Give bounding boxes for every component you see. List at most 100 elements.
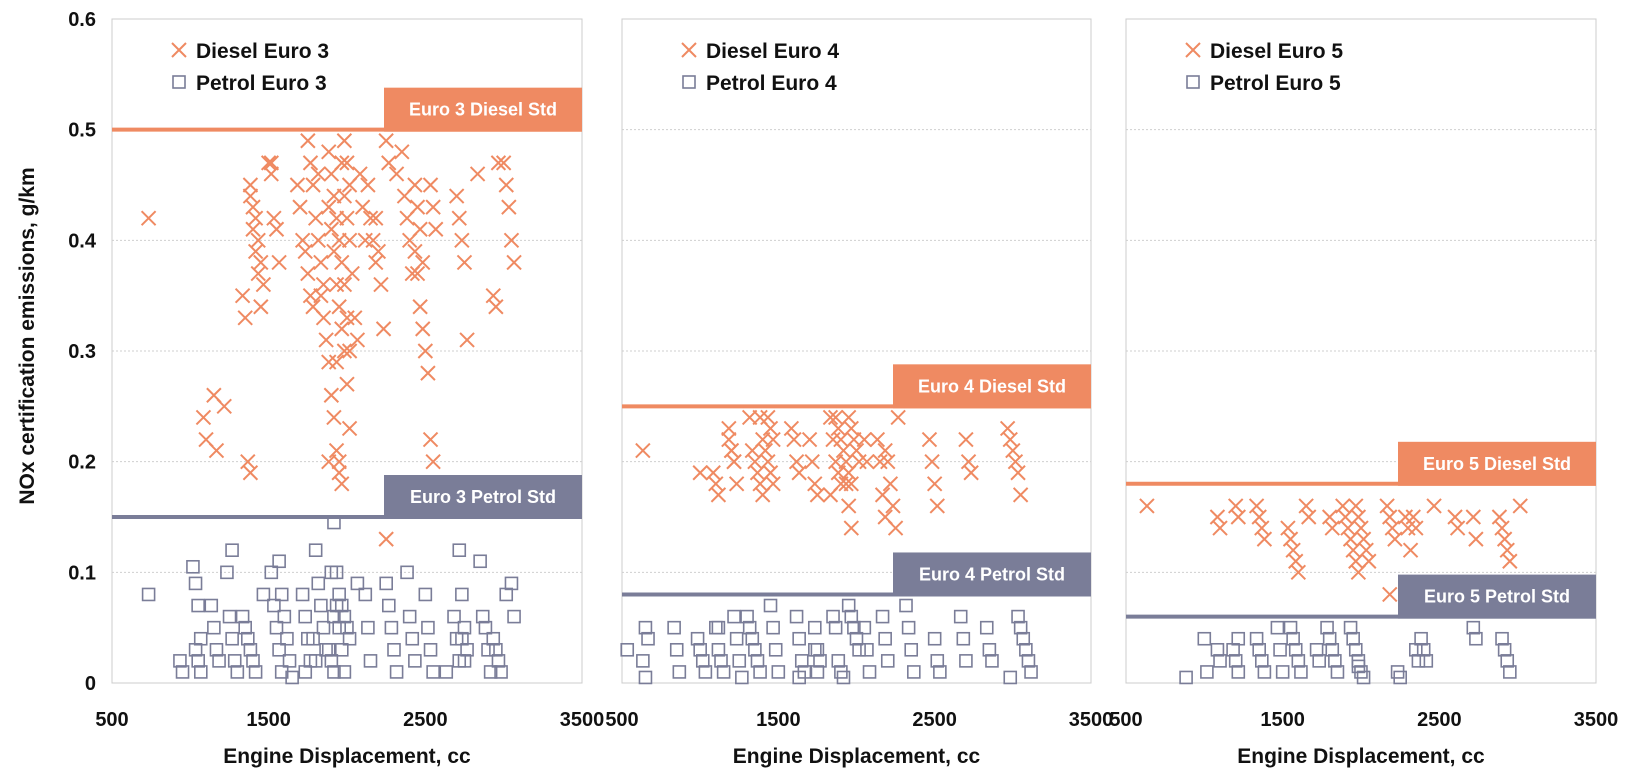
- petrol-point: [807, 620, 822, 635]
- petrol-point: [308, 654, 323, 668]
- diesel-point: [827, 409, 844, 426]
- petrol-point: [1270, 620, 1285, 635]
- y-tick-label: 0.1: [68, 562, 96, 584]
- petrol-point: [1294, 665, 1308, 679]
- diesel-point: [723, 442, 740, 459]
- diesel-point: [394, 144, 410, 160]
- petrol-point: [831, 654, 846, 668]
- petrol-point: [507, 609, 521, 624]
- diesel-point: [313, 287, 329, 304]
- diesel-point: [425, 199, 441, 215]
- petrol-point: [1351, 659, 1366, 674]
- petrol-point: [727, 609, 741, 624]
- x-axis-title: Engine Displacement, cc: [733, 745, 981, 768]
- petrol-point: [486, 631, 501, 646]
- petrol-point: [716, 665, 731, 679]
- diesel-point: [1447, 509, 1463, 525]
- diesel-point: [370, 243, 387, 260]
- petrol-point: [847, 620, 861, 635]
- diesel-point: [409, 199, 426, 215]
- plot-frame: [1125, 18, 1597, 684]
- petrol-point: [269, 620, 284, 635]
- diesel-point: [890, 409, 906, 426]
- petrol-point: [930, 654, 945, 668]
- diesel-point: [341, 343, 358, 359]
- standard-limit: Euro 4 Diesel Std: [622, 364, 1091, 409]
- petrol-point: [402, 609, 417, 624]
- petrol-point: [334, 642, 349, 657]
- x-tick-label: 3500: [1069, 709, 1114, 731]
- petrol-point: [460, 642, 474, 657]
- diesel-point: [1321, 509, 1338, 525]
- diesel-point: [859, 453, 875, 470]
- petrol-point: [1210, 642, 1225, 657]
- diesel-series: [1139, 498, 1528, 603]
- petrol-point: [763, 598, 778, 613]
- diesel-point: [1491, 509, 1508, 525]
- petrol-point: [191, 654, 205, 668]
- petrol-point: [1312, 654, 1326, 668]
- diesel-point: [381, 155, 397, 171]
- diesel-point: [339, 310, 355, 326]
- x-tick-label: 2500: [403, 709, 448, 731]
- petrol-point: [1255, 654, 1269, 668]
- petrol-point: [241, 631, 255, 646]
- diesel-point: [289, 177, 306, 193]
- diesel-point: [960, 453, 977, 470]
- diesel-point: [887, 520, 904, 536]
- diesel-point: [929, 498, 945, 514]
- petrol-point: [1328, 654, 1342, 668]
- diesel-point: [328, 354, 345, 370]
- petrol-point: [792, 631, 806, 646]
- petrol-point: [329, 565, 344, 580]
- petrol-point: [1325, 642, 1340, 657]
- petrol-point: [753, 665, 767, 679]
- petrol-point: [175, 665, 190, 679]
- diesel-point: [360, 177, 376, 193]
- petrol-point: [274, 587, 289, 602]
- petrol-point: [363, 654, 378, 668]
- petrol-point: [669, 642, 684, 657]
- diesel-point: [245, 221, 261, 237]
- petrol-series: [141, 515, 521, 685]
- petrol-point: [1283, 620, 1298, 635]
- petrol-point: [1348, 642, 1363, 657]
- petrol-point: [862, 665, 877, 679]
- petrol-series: [1179, 620, 1517, 685]
- petrol-point: [1019, 642, 1033, 657]
- petrol-point: [1024, 665, 1038, 679]
- petrol-point: [332, 587, 346, 602]
- petrol-point: [455, 631, 469, 646]
- petrol-point: [220, 565, 234, 580]
- petrol-point: [1497, 642, 1512, 657]
- petrol-point: [1231, 631, 1246, 646]
- diesel-point: [425, 453, 441, 470]
- petrol-point: [1469, 631, 1483, 646]
- petrol-point: [1016, 631, 1031, 646]
- diesel-point: [1402, 542, 1419, 558]
- petrol-series: [620, 598, 1038, 685]
- petrol-point: [342, 631, 357, 646]
- petrol-point: [504, 576, 519, 591]
- diesel-point: [336, 188, 353, 204]
- x-tick-label: 1500: [246, 709, 291, 731]
- petrol-point: [709, 620, 723, 635]
- petrol-point: [1226, 642, 1240, 657]
- panel-3: 500 1500 2500 3500 Engine Displacement, cc Eu…: [1109, 18, 1618, 768]
- petrol-point: [1288, 642, 1303, 657]
- petrol-point: [358, 587, 373, 602]
- diesel-point: [506, 254, 522, 271]
- diesel-point: [456, 254, 473, 271]
- diesel-point: [412, 221, 428, 237]
- diesel-point: [448, 188, 465, 204]
- diesel-point: [336, 343, 353, 359]
- petrol-point: [204, 598, 219, 613]
- petrol-point: [729, 631, 744, 646]
- diesel-point: [877, 442, 893, 459]
- diesel-point: [206, 387, 222, 403]
- diesel-point: [349, 332, 366, 348]
- diesel-point: [331, 453, 347, 470]
- petrol-point: [248, 665, 263, 679]
- diesel-point: [302, 155, 319, 171]
- diesel-point: [292, 199, 308, 215]
